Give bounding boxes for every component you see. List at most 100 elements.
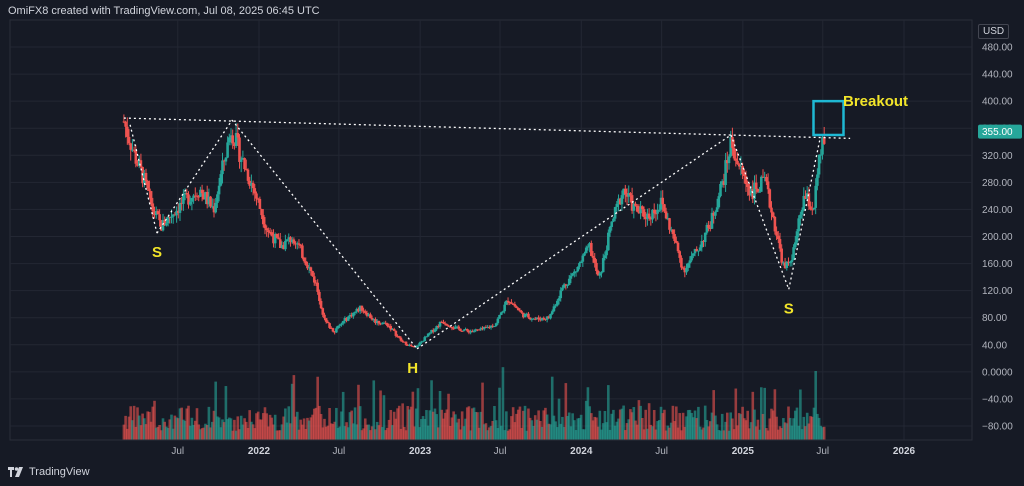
price-tick-label: 120.00: [982, 286, 1013, 297]
candle-body: [603, 255, 607, 259]
volume-bar: [736, 425, 739, 440]
candle-body: [221, 160, 224, 175]
volume-bar: [795, 407, 799, 440]
volume-bar: [532, 425, 535, 440]
candle-body: [363, 311, 367, 313]
candle-body: [686, 263, 690, 268]
candle-body: [122, 121, 126, 123]
candle-body: [530, 318, 534, 320]
volume-bar: [622, 405, 625, 440]
volume-bar: [414, 408, 418, 440]
candle-body: [178, 202, 182, 213]
volume-bar: [550, 376, 554, 440]
volume-bar: [493, 405, 496, 440]
volume-bar: [301, 424, 304, 440]
candle-body: [634, 203, 637, 206]
volume-bar: [707, 426, 710, 440]
volume-bar: [233, 419, 236, 440]
candle-body: [709, 227, 712, 229]
volume-bar: [445, 409, 449, 440]
volume-bar: [197, 424, 200, 440]
price-tick-label: 320.00: [982, 151, 1013, 162]
candle-body: [309, 267, 313, 272]
volume-bar: [229, 418, 233, 440]
candle-body: [482, 326, 486, 330]
candle-body: [484, 326, 488, 328]
candle-body: [571, 273, 574, 276]
volume-bar: [714, 415, 717, 440]
price-tick-label: 160.00: [982, 259, 1013, 270]
volume-bar: [737, 413, 741, 440]
volume-bar: [705, 419, 709, 440]
time-tick-label: 2026: [893, 446, 916, 457]
candle-body: [656, 209, 659, 214]
volume-bar: [336, 427, 340, 440]
volume-bar: [148, 411, 151, 440]
volume-bar: [761, 413, 765, 440]
candle-body: [647, 213, 651, 219]
candle-body: [622, 188, 625, 196]
candle-body: [236, 133, 240, 138]
candle-body: [433, 329, 437, 332]
candle-body: [540, 317, 544, 321]
volume-bar: [527, 408, 530, 440]
volume-bar: [224, 386, 228, 440]
candle-body: [690, 255, 693, 261]
volume-bar: [554, 421, 557, 440]
volume-bar: [188, 425, 192, 440]
volume-bar: [474, 411, 478, 440]
volume-bar: [732, 429, 736, 440]
candle-body: [158, 214, 161, 221]
currency-label[interactable]: USD: [978, 24, 1010, 39]
volume-bar: [377, 425, 381, 440]
volume-bar: [505, 411, 508, 440]
candle-body: [765, 177, 768, 182]
volume-bar: [425, 410, 428, 440]
volume-bar: [610, 413, 614, 440]
volume-bar: [561, 416, 564, 440]
volume-bar: [625, 423, 629, 440]
volume-bar: [367, 424, 370, 440]
volume-bar: [176, 418, 180, 440]
volume-bar: [464, 418, 467, 440]
volume-bar: [790, 425, 794, 440]
volume-bar: [346, 427, 350, 440]
candle-body: [445, 324, 449, 326]
volume-bar: [360, 430, 364, 440]
volume-bar: [731, 418, 734, 440]
candle-body: [348, 315, 352, 317]
candle-body: [139, 160, 143, 167]
volume-bar: [510, 416, 513, 440]
candle-body: [423, 337, 427, 342]
candle-body: [377, 320, 381, 324]
volume-bar: [556, 427, 559, 440]
candle-body: [455, 326, 459, 328]
volume-bar: [632, 407, 636, 440]
candle-body: [629, 193, 632, 196]
volume-bar: [209, 427, 212, 440]
volume-bar: [566, 415, 569, 440]
candle-body: [639, 206, 642, 214]
candle-body: [404, 341, 408, 345]
volume-bar: [533, 415, 537, 440]
price-tick-label: 240.00: [982, 205, 1013, 216]
volume-bar: [175, 417, 178, 440]
pattern-label-h: H: [407, 360, 418, 377]
candle-body: [788, 262, 792, 264]
candle-body: [418, 342, 421, 346]
volume-bar: [403, 426, 406, 440]
pattern-trend-line: [730, 134, 790, 290]
candle-body: [675, 240, 678, 243]
candle-body: [144, 172, 148, 182]
candle-body: [510, 302, 513, 304]
candle-body: [724, 160, 727, 185]
volume-bar: [343, 426, 347, 440]
candle-body: [408, 344, 411, 346]
volume-bar: [387, 419, 391, 440]
candle-body: [607, 232, 610, 251]
volume-bar: [192, 424, 195, 440]
volume-bar: [199, 429, 202, 440]
candle-body: [435, 326, 438, 330]
volume-bar: [193, 420, 197, 440]
